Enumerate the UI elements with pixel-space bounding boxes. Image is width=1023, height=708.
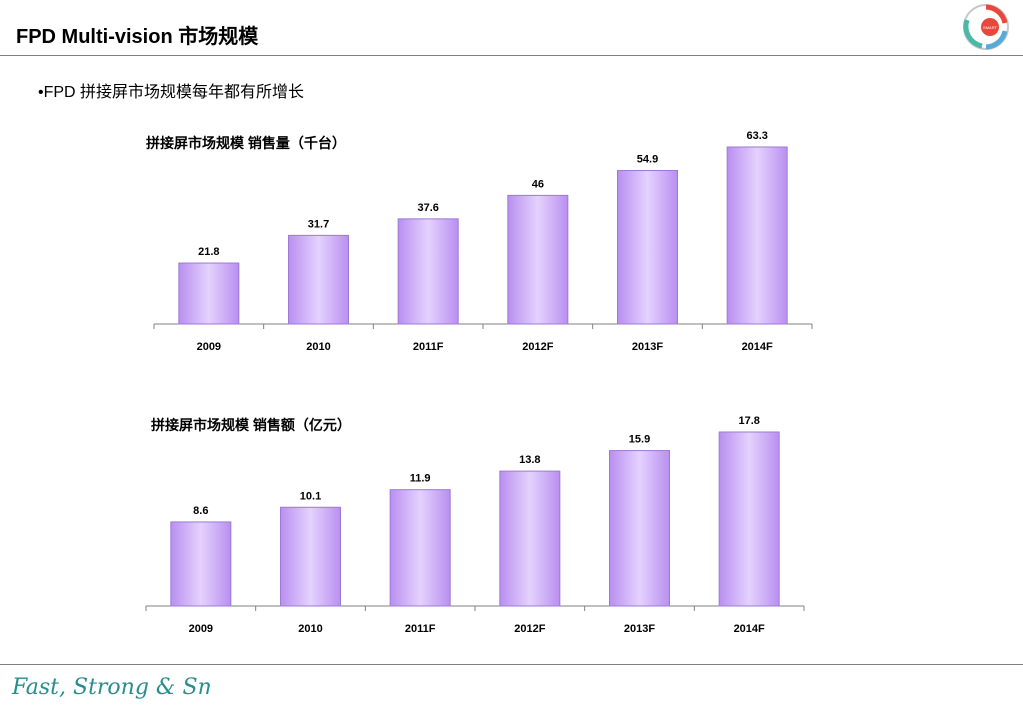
bullet-text: •FPD 拼接屏市场规模每年都有所增长 [38, 84, 305, 101]
bar-2012F [507, 194, 569, 325]
data-label: 15.9 [629, 434, 650, 446]
data-label: 17.8 [738, 415, 759, 427]
x-tick-label: 2013F [624, 623, 655, 635]
slide-title: FPD Multi-vision 市场规模 [16, 26, 259, 48]
chart-title: 拼接屏市场规模 销售量（千台） [146, 135, 346, 151]
x-tick-label: 2011F [413, 341, 444, 353]
data-label: 11.9 [410, 473, 431, 485]
fast-strong-smart-badge-icon: SMART [963, 4, 1009, 50]
chart-sales-volume: 拼接屏市场规模 销售量（千台） 21.8 2009 31.7 2010 37.6 2011F… [0, 110, 1023, 360]
data-label: 13.8 [519, 454, 540, 466]
footer-logo-text: Fast, Strong & Smart [11, 675, 210, 700]
data-label: 8.6 [193, 505, 208, 517]
data-label: 37.6 [417, 202, 438, 214]
chart-sales-revenue: 拼接屏市场规模 销售额（亿元） 8.6 2009 10.1 2010 11.9 2011F 1… [0, 400, 1023, 645]
x-tick-label: 2009 [189, 623, 213, 635]
data-label: 46 [532, 178, 544, 190]
bar-2010 [288, 234, 349, 325]
data-label: 10.1 [300, 490, 321, 502]
x-tick-label: 2012F [522, 341, 553, 353]
data-label: 54.9 [637, 153, 658, 165]
x-tick-label: 2010 [298, 623, 322, 635]
bar-2013F [617, 169, 678, 325]
bar-2013F [609, 450, 670, 607]
x-tick-label: 2011F [405, 623, 436, 635]
bar-2011F [389, 489, 451, 607]
data-label: 31.7 [308, 218, 329, 230]
footer-logo: Fast, Strong & Smart [11, 675, 210, 700]
bar-2014F [726, 146, 788, 325]
chart-title: 拼接屏市场规模 销售额（亿元） [151, 417, 351, 433]
data-label: 63.3 [746, 130, 767, 142]
header-divider [0, 55, 1023, 56]
bar-2011F [397, 218, 459, 325]
badge-center-text: SMART [983, 25, 997, 30]
data-label: 21.8 [198, 246, 219, 258]
x-tick-label: 2012F [514, 623, 545, 635]
x-tick-label: 2009 [197, 341, 221, 353]
x-tick-label: 2014F [734, 623, 765, 635]
chart-sales-volume-svg: 拼接屏市场规模 销售量（千台） 21.8 2009 31.7 2010 37.6 2011F… [146, 130, 813, 353]
bar-2014F [718, 431, 780, 607]
bar-2009 [170, 521, 232, 607]
bar-2009 [178, 262, 240, 325]
chart-sales-revenue-svg: 拼接屏市场规模 销售额（亿元） 8.6 2009 10.1 2010 11.9 2011F 1… [145, 415, 805, 635]
x-tick-label: 2014F [742, 341, 773, 353]
x-tick-label: 2010 [306, 341, 330, 353]
bar-2012F [499, 470, 561, 607]
bar-2010 [280, 506, 341, 607]
footer-divider [0, 664, 1023, 665]
x-tick-label: 2013F [632, 341, 663, 353]
